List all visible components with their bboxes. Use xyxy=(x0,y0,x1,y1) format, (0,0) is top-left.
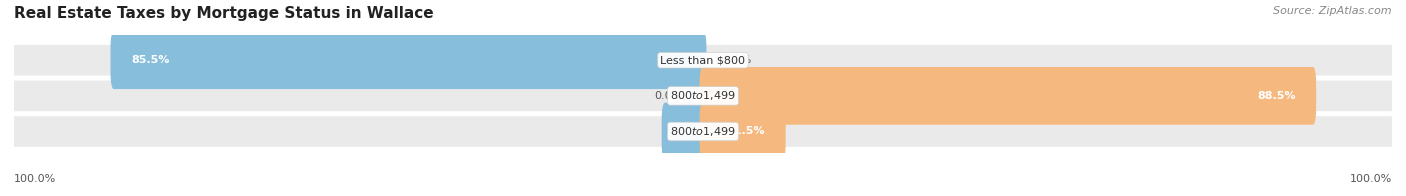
Text: $800 to $1,499: $800 to $1,499 xyxy=(671,125,735,138)
Text: Real Estate Taxes by Mortgage Status in Wallace: Real Estate Taxes by Mortgage Status in … xyxy=(14,6,433,21)
Text: Less than $800: Less than $800 xyxy=(661,55,745,65)
Text: 5.5%: 5.5% xyxy=(682,126,713,136)
Text: 100.0%: 100.0% xyxy=(14,174,56,184)
Text: 11.5%: 11.5% xyxy=(727,126,765,136)
FancyBboxPatch shape xyxy=(14,116,1392,147)
Text: 85.5%: 85.5% xyxy=(131,55,170,65)
Text: 88.5%: 88.5% xyxy=(1257,91,1295,101)
FancyBboxPatch shape xyxy=(111,31,706,89)
FancyBboxPatch shape xyxy=(700,103,786,160)
Text: 100.0%: 100.0% xyxy=(1350,174,1392,184)
Text: 0.0%: 0.0% xyxy=(654,91,682,101)
FancyBboxPatch shape xyxy=(14,45,1392,75)
Text: Source: ZipAtlas.com: Source: ZipAtlas.com xyxy=(1274,6,1392,16)
FancyBboxPatch shape xyxy=(700,67,1316,125)
Text: $800 to $1,499: $800 to $1,499 xyxy=(671,89,735,102)
FancyBboxPatch shape xyxy=(14,81,1392,111)
Text: 0.0%: 0.0% xyxy=(724,55,752,65)
FancyBboxPatch shape xyxy=(662,103,706,160)
